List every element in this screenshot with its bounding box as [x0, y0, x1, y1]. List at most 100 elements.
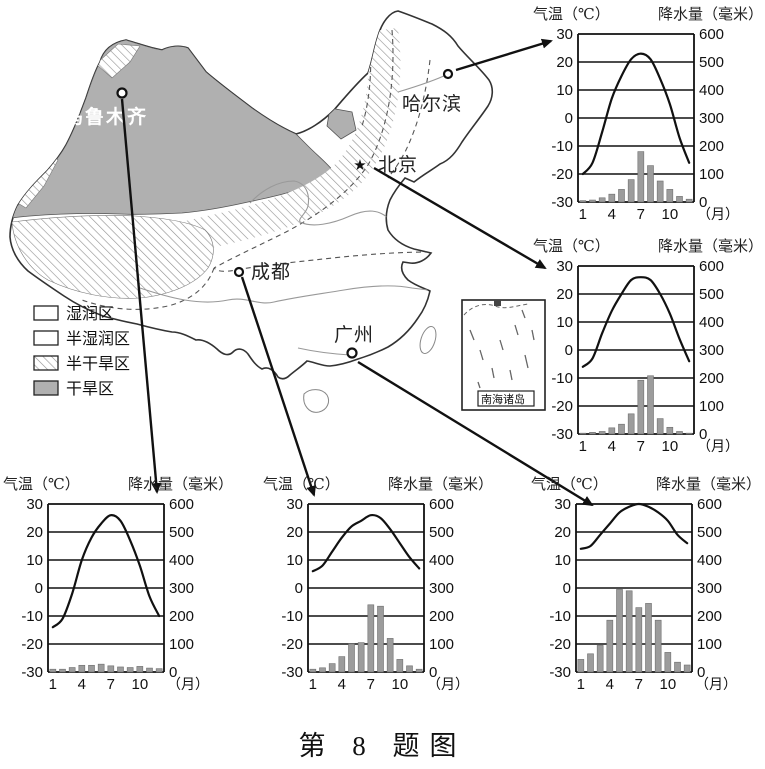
precip-tick-label: 100 [697, 636, 722, 653]
precip-bar-month-11 [406, 665, 413, 673]
precip-bar-month-7 [637, 379, 645, 435]
temp-tick-label: 0 [563, 580, 571, 597]
precip-bar-month-10 [136, 666, 144, 673]
urumqi-label: 乌鲁木齐 [64, 105, 148, 128]
precip-tick-label: 400 [699, 314, 724, 331]
precip-bar-month-6 [627, 413, 635, 435]
temp-tick-label: -10 [551, 370, 573, 387]
temp-tick-label: -10 [549, 608, 571, 625]
precip-bar-month-1 [49, 668, 57, 673]
precip-bar-month-6 [625, 590, 633, 673]
precip-bar-month-7 [107, 665, 115, 673]
temp-tick-label: 30 [26, 496, 43, 513]
precip-tick-label: 0 [699, 426, 707, 443]
precip-axis-label: 降水量（毫米） [387, 477, 493, 493]
precip-bar-month-5 [618, 189, 625, 203]
climate-chart-guangzhou: 气温（℃） 降水量（毫米） 30 20 10 0 -10 -20 -30 600 500 400 3… [530, 473, 762, 694]
precip-tick-label: 100 [429, 636, 454, 653]
precip-bar-month-2 [319, 667, 326, 673]
temp-tick-label: -20 [21, 636, 43, 653]
x-tick-label: 1 [579, 206, 587, 223]
precip-bar-month-9 [386, 638, 394, 673]
temperature-curve [311, 513, 421, 573]
arrow-beijing-to-chart [373, 166, 547, 270]
precip-tick-label: 300 [429, 580, 454, 597]
precip-bar-month-8 [645, 603, 652, 673]
arrow-chengdu-to-chart [240, 276, 316, 497]
temp-tick-label: 10 [286, 552, 303, 569]
precip-bar-month-3 [598, 197, 606, 203]
precip-bar-month-3 [68, 667, 76, 673]
precip-axis-label: 降水量（毫米） [655, 477, 761, 493]
precip-bar-month-9 [654, 619, 662, 673]
precip-bar-month-5 [348, 643, 355, 673]
precip-tick-label: 600 [697, 496, 722, 513]
precip-bar-month-7 [637, 151, 645, 203]
precip-bar-month-4 [338, 656, 346, 673]
x-tick-label: 7 [367, 676, 375, 693]
temp-tick-label: -20 [551, 398, 573, 415]
temp-tick-label: -10 [281, 608, 303, 625]
arrow-guangzhou-to-chart [357, 360, 594, 507]
zone-boundaries [81, 29, 431, 310]
precip-tick-label: 500 [697, 524, 722, 541]
temp-tick-label: 0 [565, 342, 573, 359]
precip-bar-month-3 [598, 431, 606, 435]
x-unit-label: （月） [167, 677, 209, 693]
legend-item-semi-arid: 半干旱区 [33, 355, 130, 373]
chengdu-label: 成都 [251, 261, 291, 283]
temp-tick-label: 30 [556, 26, 573, 43]
precip-bar-month-2 [589, 432, 596, 435]
precip-bar-month-10 [666, 426, 674, 435]
temp-tick-label: -20 [551, 166, 573, 183]
temp-tick-label: -20 [281, 636, 303, 653]
x-tick-label: 7 [637, 438, 645, 455]
legend-label: 干旱区 [66, 381, 114, 398]
x-tick-label: 7 [637, 206, 645, 223]
precip-tick-label: 200 [699, 370, 724, 387]
climate-chart-harbin: 气温（℃） 降水量（毫米） 30 20 10 0 -10 -20 -30 600 500 400 3… [532, 3, 764, 224]
temp-tick-label: 0 [295, 580, 303, 597]
temp-tick-label: -30 [551, 426, 573, 443]
precip-bar-month-7 [367, 604, 375, 673]
temp-axis-label: 气温（℃） [3, 477, 80, 493]
precip-bar-month-12 [683, 664, 691, 673]
x-tick-label: 4 [338, 676, 346, 693]
beijing-star-icon: ★ [353, 157, 366, 174]
precip-tick-label: 400 [169, 552, 194, 569]
figure-caption: 第 8 题图 [298, 731, 467, 761]
precip-bar-month-11 [676, 196, 683, 203]
precip-tick-label: 0 [697, 664, 705, 681]
precip-bar-month-6 [97, 663, 105, 673]
temp-tick-label: -10 [551, 138, 573, 155]
precip-tick-label: 300 [699, 342, 724, 359]
precip-tick-label: 100 [169, 636, 194, 653]
precip-bar-month-4 [608, 193, 616, 203]
precip-tick-label: 500 [699, 54, 724, 71]
temp-tick-label: 20 [286, 524, 303, 541]
south-china-sea-inset: 南海诸岛 [461, 299, 546, 411]
harbin-label: 哈尔滨 [402, 93, 462, 115]
temp-tick-label: 10 [554, 552, 571, 569]
x-unit-label: （月） [697, 439, 739, 455]
precip-bar-month-3 [596, 645, 604, 673]
x-tick-label: 7 [635, 676, 643, 693]
semiarid-tibet-zone [11, 215, 214, 299]
temp-tick-label: 10 [556, 82, 573, 99]
precip-bar-month-5 [618, 423, 625, 435]
temp-tick-label: 20 [554, 524, 571, 541]
arid-zone-patch [326, 107, 357, 140]
harbin-marker [442, 68, 454, 80]
precip-bar-month-12 [155, 668, 163, 673]
precip-bar-month-4 [78, 664, 86, 673]
precip-tick-label: 600 [699, 26, 724, 43]
map-legend: 湿润区 半湿润区 半干旱区 干旱区 [33, 305, 130, 398]
temp-tick-label: -20 [549, 636, 571, 653]
precip-bar-month-11 [676, 431, 683, 435]
x-unit-label: （月） [427, 677, 469, 693]
temp-tick-label: 20 [556, 286, 573, 303]
chengdu-marker [233, 266, 245, 278]
precip-bar-month-2 [587, 653, 594, 673]
